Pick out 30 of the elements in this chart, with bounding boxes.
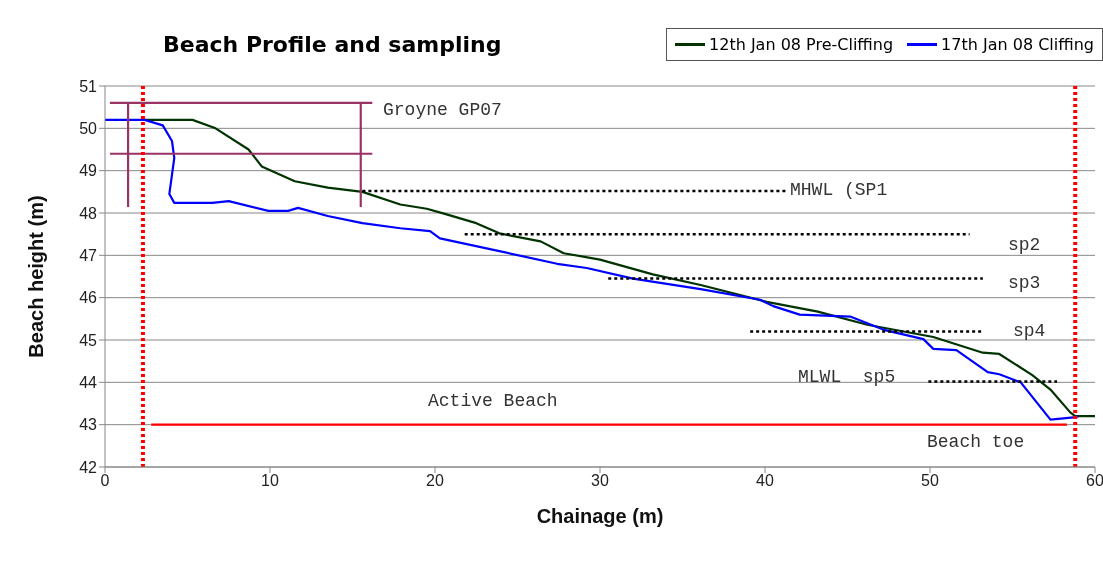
legend-label: 12th Jan 08 Pre-Cliffing	[708, 35, 894, 54]
x-tick-label: 20	[426, 472, 444, 490]
y-tick-label: 50	[79, 120, 98, 138]
x-tick-label: 10	[261, 472, 279, 490]
y-tick-label: 44	[79, 374, 98, 392]
annotation: sp2	[1008, 234, 1041, 255]
y-tick-label: 42	[79, 458, 98, 476]
annotation: MHWL (SP1	[790, 179, 888, 200]
annotation: MLWL sp5	[798, 366, 896, 387]
y-tick-label: 43	[79, 416, 98, 434]
chart-title: Beach Profile and sampling	[163, 32, 502, 57]
y-tick-label: 47	[79, 247, 98, 265]
y-tick-label: 51	[79, 77, 98, 95]
x-tick-label: 60	[1086, 472, 1103, 490]
legend-label: 17th Jan 08 Cliffing	[940, 35, 1094, 54]
y-tick-label: 45	[79, 331, 98, 349]
annotation: Beach toe	[927, 431, 1025, 452]
y-tick-label: 49	[79, 162, 98, 180]
x-tick-label: 50	[921, 472, 939, 490]
annotation: sp3	[1008, 272, 1041, 293]
annotation: Active Beach	[428, 390, 558, 411]
annotation: Groyne GP07	[383, 99, 502, 120]
y-tick-label: 48	[79, 204, 98, 222]
x-tick-label: 40	[756, 472, 774, 490]
y-axis-title: Beach height (m)	[25, 195, 48, 358]
annotation: sp4	[1013, 320, 1046, 341]
x-tick-label: 0	[100, 472, 110, 490]
y-tick-label: 46	[79, 289, 98, 307]
x-axis-title: Chainage (m)	[536, 505, 664, 527]
x-tick-label: 30	[591, 472, 609, 490]
